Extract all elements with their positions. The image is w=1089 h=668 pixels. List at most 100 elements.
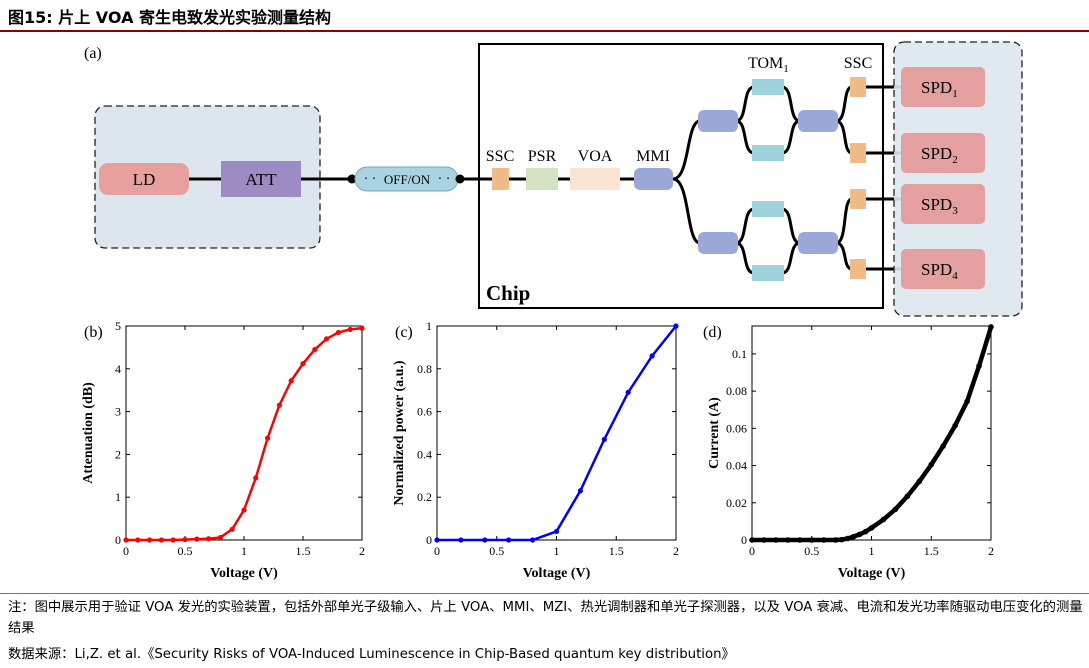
data-point — [820, 537, 827, 543]
data-point — [838, 536, 845, 543]
data-point — [300, 361, 306, 367]
y-tick-label: 0.04 — [726, 459, 747, 473]
mmi-lower-right — [798, 232, 838, 254]
figure-note: 注：图中展示用于验证 VOA 发光的实验装置，包括外部单光子级输入、片上 VOA… — [8, 600, 1083, 636]
data-point — [530, 537, 536, 543]
data-point — [856, 531, 863, 538]
data-point — [916, 478, 923, 485]
data-point — [785, 537, 791, 543]
mmi-upper-right — [798, 110, 838, 132]
panel-label: (b) — [84, 324, 103, 341]
offon-dots-left: · · — [364, 172, 377, 187]
x-tick-label: 0.5 — [178, 544, 193, 558]
data-point — [892, 506, 899, 513]
data-point — [577, 488, 584, 494]
x-tick-label: 0.5 — [489, 544, 504, 558]
x-tick-label: 2 — [359, 544, 365, 558]
data-point — [288, 378, 294, 384]
data-point — [458, 537, 464, 543]
footer-divider — [0, 593, 1089, 594]
data-point — [928, 461, 935, 468]
voa-label: VOA — [578, 148, 613, 165]
data-point — [135, 537, 141, 543]
y-tick-label: 0.1 — [732, 347, 747, 361]
y-tick-label: 0 — [115, 533, 121, 547]
data-point — [773, 537, 779, 543]
mmi-upper-left — [698, 110, 738, 132]
data-point — [625, 389, 631, 395]
detector-panel — [893, 41, 1023, 317]
ld-box — [99, 163, 189, 195]
data-point — [276, 402, 282, 408]
mmi-label: MMI — [636, 148, 670, 165]
panel-label: (d) — [703, 324, 722, 341]
data-point — [649, 353, 655, 359]
tom-lower-top — [752, 201, 784, 217]
data-point — [253, 475, 259, 481]
data-point — [797, 537, 803, 543]
y-tick-label: 3 — [115, 405, 121, 419]
data-point — [170, 537, 176, 543]
chart-3: 0 0.5 1 1.5 2 0 0.02 0.04 0.06 0.08 0.1 Voltage (V)… — [703, 324, 994, 580]
fiber-node-left — [347, 174, 357, 184]
data-point — [964, 398, 970, 405]
data-point — [506, 537, 512, 543]
data-point — [553, 528, 560, 535]
x-tick-label: 1 — [241, 544, 247, 558]
psr-box — [526, 168, 558, 190]
data-point — [434, 537, 440, 543]
data-point — [241, 507, 247, 513]
chart-2: 0 0.5 1 1.5 2 0 0.2 0.4 0.6 0.8 1 Voltage (V) Normal… — [392, 319, 679, 580]
chip-setup-diagram: (a) LD ATT · · OFF/ON · · Chip SSC PSR V… — [84, 41, 1023, 317]
spd-label-3: SPD3 — [921, 195, 958, 217]
y-tick-label: 1 — [115, 490, 121, 504]
data-point — [217, 534, 223, 541]
psr-label: PSR — [528, 148, 557, 165]
panel-label: (c) — [395, 324, 413, 341]
data-point — [359, 325, 365, 331]
ssc-out-2 — [850, 143, 866, 163]
x-tick-label: 1.5 — [296, 544, 311, 558]
y-tick-label: 0.4 — [417, 447, 432, 461]
chart-frame — [436, 325, 677, 541]
data-point — [862, 528, 869, 535]
y-tick-label: 0.06 — [726, 421, 747, 435]
x-tick-label: 0 — [749, 544, 755, 558]
ssc-out-4 — [850, 259, 866, 279]
ssc-in-box — [492, 168, 509, 190]
x-tick-label: 0.5 — [804, 544, 819, 558]
figure-source: 数据来源：Li,Z. et al.《Security Risks of VOA-… — [8, 647, 735, 662]
data-point — [147, 537, 153, 543]
spd-group: SPD1 SPD2 SPD3 SPD4 — [901, 67, 985, 289]
series-curve — [752, 326, 994, 543]
y-axis-label: Attenuation (dB) — [81, 382, 96, 484]
chart-1: 0 0.5 1 1.5 2 0 1 2 3 4 5 Voltage (V) Attenuation (d… — [81, 319, 365, 580]
tom-lower-bottom — [752, 265, 784, 281]
spd-label-1: SPD1 — [921, 78, 958, 100]
y-axis-label: Current (A) — [707, 397, 722, 469]
mmi-lower-left — [698, 232, 738, 254]
y-axis-label: Normalized power (a.u.) — [392, 360, 407, 505]
offon-label: OFF/ON — [384, 172, 431, 187]
ssc-out-1 — [850, 77, 866, 97]
series-line — [437, 325, 677, 542]
x-tick-label: 1 — [869, 544, 875, 558]
data-point — [808, 537, 815, 543]
data-point — [123, 537, 129, 543]
data-point — [868, 525, 875, 531]
data-point — [952, 422, 958, 429]
spd-box-2 — [901, 133, 985, 173]
y-tick-label: 4 — [115, 362, 121, 376]
spd-label-2: SPD2 — [921, 144, 958, 166]
y-tick-label: 0.08 — [726, 384, 747, 398]
data-point — [229, 526, 235, 532]
spd-box-1 — [901, 67, 985, 107]
data-point — [482, 537, 488, 543]
tom-label: TOM1 — [748, 55, 789, 75]
y-tick-label: 5 — [115, 319, 121, 333]
data-point — [940, 443, 946, 449]
y-tick-label: 0.2 — [417, 490, 432, 504]
y-tick-label: 0.02 — [726, 496, 747, 510]
data-point — [335, 329, 341, 336]
data-point — [324, 336, 330, 342]
